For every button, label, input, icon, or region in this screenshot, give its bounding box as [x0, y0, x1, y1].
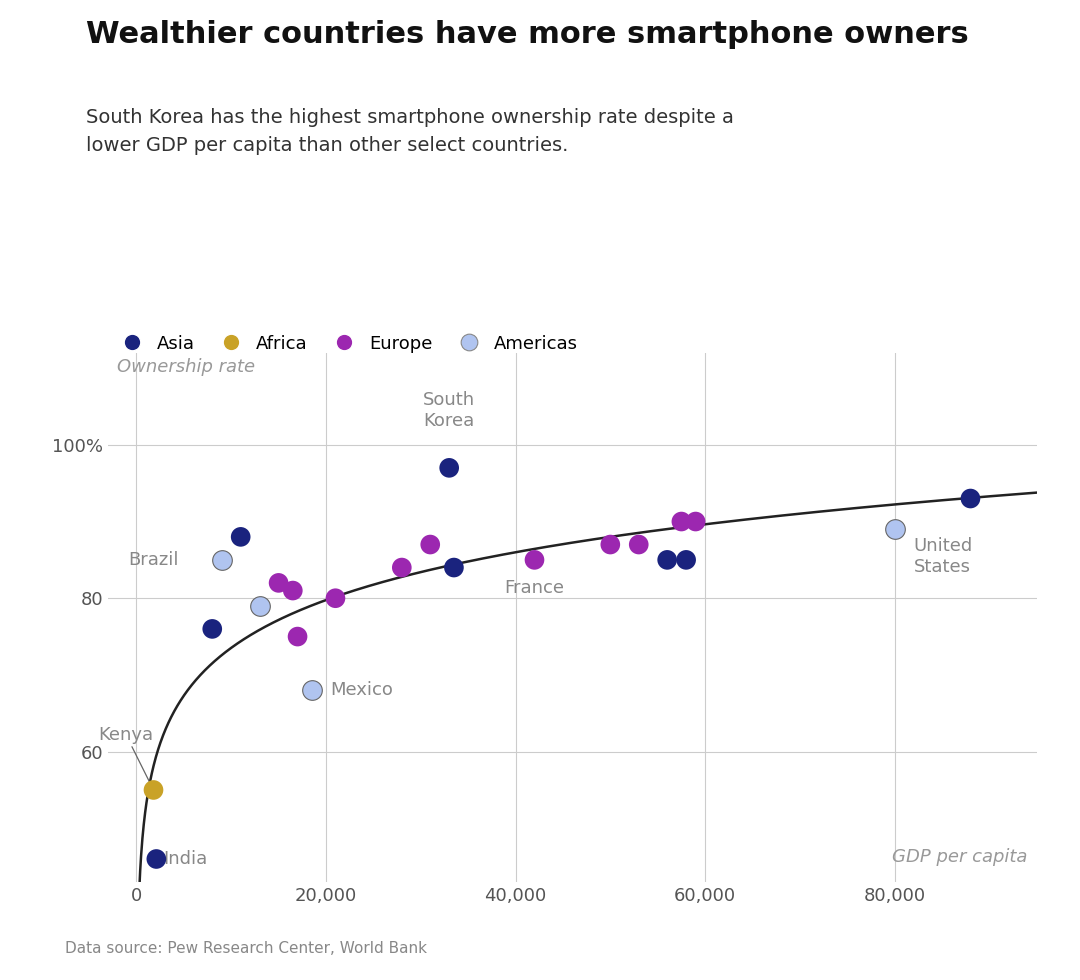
Text: Mexico: Mexico: [330, 681, 393, 700]
Text: Data source: Pew Research Center, World Bank: Data source: Pew Research Center, World …: [65, 941, 427, 956]
Text: Kenya: Kenya: [98, 726, 153, 784]
Point: [232, 529, 249, 545]
Point: [213, 552, 230, 567]
Point: [270, 575, 287, 591]
Point: [393, 560, 410, 575]
Point: [289, 629, 307, 645]
Point: [962, 491, 980, 507]
Text: France: France: [504, 579, 565, 597]
Point: [886, 521, 903, 537]
Text: South Korea has the highest smartphone ownership rate despite a
lower GDP per ca: South Korea has the highest smartphone o…: [86, 108, 734, 155]
Text: India: India: [163, 850, 207, 868]
Point: [204, 621, 221, 637]
Point: [659, 552, 676, 567]
Point: [421, 537, 438, 553]
Text: South
Korea: South Korea: [423, 391, 475, 430]
Point: [327, 590, 345, 606]
Point: [284, 583, 301, 599]
Point: [445, 560, 462, 575]
Point: [673, 514, 690, 529]
Point: [687, 514, 704, 529]
Text: Ownership rate: Ownership rate: [118, 358, 255, 376]
Text: United
States: United States: [914, 537, 973, 575]
Text: Wealthier countries have more smartphone owners: Wealthier countries have more smartphone…: [86, 20, 969, 49]
Legend: Asia, Africa, Europe, Americas: Asia, Africa, Europe, Americas: [106, 327, 585, 360]
Point: [441, 460, 458, 475]
Point: [303, 682, 321, 698]
Point: [526, 552, 543, 567]
Text: Brazil: Brazil: [129, 551, 179, 568]
Point: [630, 537, 647, 553]
Point: [145, 782, 162, 798]
Text: GDP per capita: GDP per capita: [892, 848, 1027, 866]
Point: [602, 537, 619, 553]
Point: [677, 552, 694, 567]
Point: [148, 852, 165, 867]
Point: [251, 598, 268, 613]
